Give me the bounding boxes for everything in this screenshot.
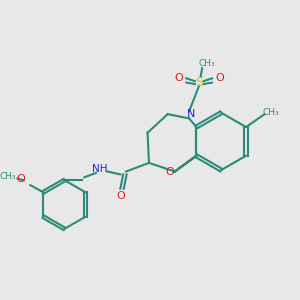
Text: O: O	[116, 191, 125, 201]
Text: CH₃: CH₃	[262, 108, 279, 117]
Text: O: O	[16, 174, 25, 184]
Text: O: O	[175, 73, 184, 83]
Text: CH₃: CH₃	[0, 172, 16, 181]
Text: NH: NH	[92, 164, 108, 174]
Text: N: N	[187, 109, 196, 119]
Text: CH₃: CH₃	[199, 58, 215, 68]
Text: O: O	[165, 167, 174, 176]
Text: S: S	[195, 76, 203, 89]
Text: O: O	[215, 73, 224, 83]
